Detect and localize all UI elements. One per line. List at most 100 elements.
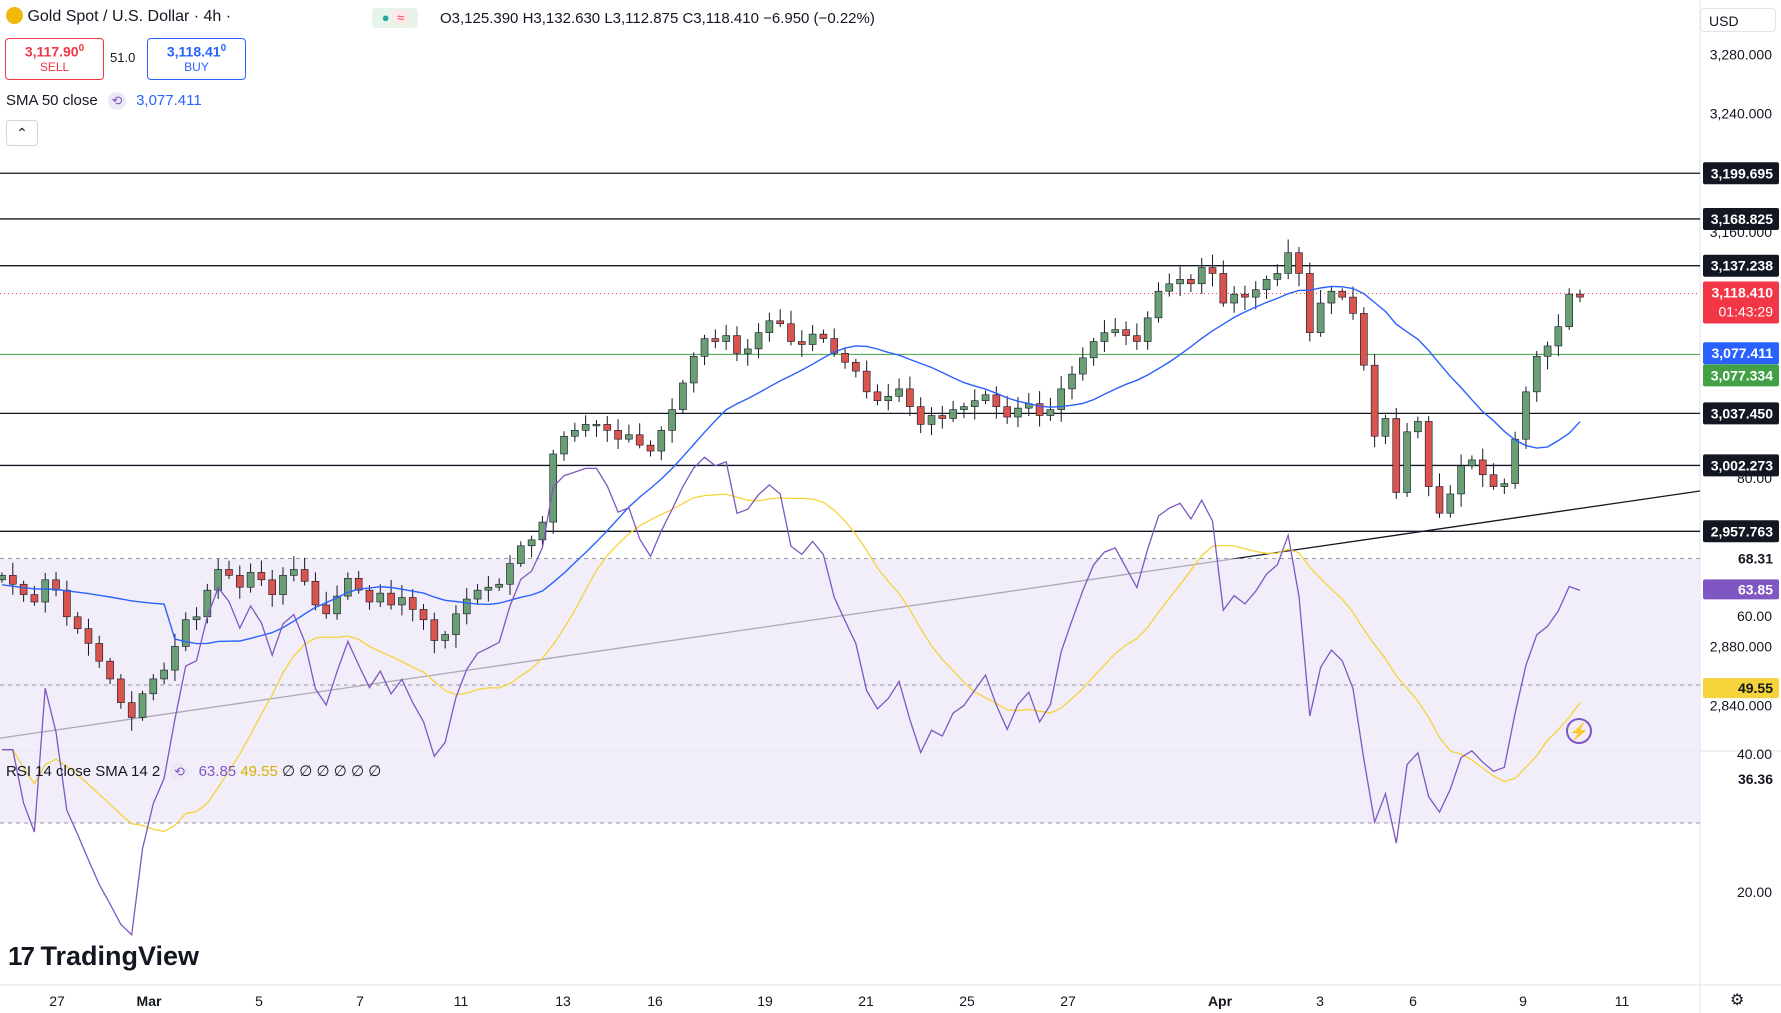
candle-body [9,575,17,585]
candle-body [1273,273,1282,280]
level-tag-1-text: 3,168.825 [1711,211,1773,227]
level-tag-1: 3,168.825 [1703,207,1779,230]
refresh-icon[interactable]: ⟲ [107,92,126,110]
collapse-legend-button[interactable]: ⌃ [6,120,38,146]
candle [743,338,752,366]
candle-body [1111,329,1120,333]
symbol-header[interactable]: Gold Spot / U.S. Dollar · 4h · [6,7,231,26]
candle [1230,286,1238,313]
sell-button[interactable]: 3,117.900 SELL [5,38,104,80]
rsi-legend[interactable]: RSI 14 close SMA 14 2 ⟲ 63.85 49.55 ∅ ∅ … [6,762,381,781]
currency-selector[interactable]: USD [1700,8,1776,32]
lightning-alert-icon[interactable]: ⚡ [1566,718,1592,744]
candle [592,420,601,437]
candle-body [290,569,298,576]
candle-body [1392,418,1401,493]
rsi-tick-1: 60.00 [1737,608,1772,624]
candle-body [906,388,914,407]
candle [41,572,50,613]
rsi-tick-3: 20.00 [1737,884,1772,900]
rsi-refresh-icon[interactable]: ⟲ [170,763,189,781]
candle [192,607,201,630]
candle-body [960,406,968,410]
buy-price: 3,118.41 [166,43,221,60]
candle-body [830,338,839,354]
candle-body [506,563,514,585]
candle-body [743,348,752,354]
settings-gear-icon[interactable]: ⚙ [1730,992,1745,1009]
candle [992,386,1001,419]
candle [668,398,676,443]
candle-body [452,613,460,635]
rsi-tag-1-bg [1703,579,1779,600]
candle-body [95,643,104,662]
candle-body [592,424,601,427]
candle [279,567,287,605]
candle-body [1305,273,1314,333]
candle-body [462,598,471,615]
candle [344,572,352,600]
candle [1554,314,1563,357]
candle [1360,307,1368,371]
candle-body [149,678,158,695]
candle [257,560,266,586]
candle-body [571,430,579,437]
candle-body [1478,459,1487,476]
level-tag-0: 3,199.695 [1703,162,1779,185]
candle [711,329,720,349]
candle [1543,341,1552,370]
candle-body [733,335,741,354]
candle [1262,275,1271,300]
candle-body [873,391,882,402]
candle-body [117,678,125,703]
level-tag-2-bg [1703,254,1779,277]
candle-body [949,409,957,419]
candle-body [1154,290,1163,319]
candle [1035,391,1044,427]
time-tick-3: 7 [356,993,364,1009]
rsi-sma-line [2,493,1581,833]
price-tick-0: 3,280.000 [1710,46,1772,62]
time-tick-14: 9 [1519,993,1527,1009]
spread-value: 51.0 [110,50,136,65]
candle-body [41,579,50,603]
ohlc-high: H3,132.630 [522,10,601,27]
candle [1295,246,1303,287]
candle [1089,337,1098,366]
tradingview-logo[interactable]: 17 TradingView [8,941,199,972]
sma-legend[interactable]: SMA 50 close ⟲ 3,077.411 [6,92,202,110]
candle [1316,289,1325,337]
candle-body [765,320,774,333]
candle [852,358,860,378]
candle [798,330,806,357]
candle [84,618,93,656]
candle [927,407,936,436]
level-tag-0-bg [1703,162,1779,185]
candle [311,572,320,611]
candle-body [1424,421,1433,487]
candle-body [1576,293,1584,298]
candle-body [927,415,936,425]
candle-body [376,592,385,603]
candle [1100,320,1109,352]
candle [1457,454,1465,507]
ohlc-close: C3,118.410 [682,10,759,27]
timeframe-label: · 4h · [193,8,232,25]
candle-body [235,575,244,588]
rsi-value: 63.85 [198,763,237,780]
candle [1424,416,1433,497]
candle-body [1435,486,1444,514]
time-tick-2: 5 [255,993,263,1009]
candle [841,348,849,369]
candle [571,422,579,442]
candle-body [1241,293,1249,298]
candle-body [1500,483,1509,487]
candle [1349,286,1357,320]
buy-button[interactable]: 3,118.410 BUY [147,38,246,80]
candle [1284,239,1292,280]
candle-body [225,569,233,576]
market-status-badge[interactable]: ● ≈ [372,8,418,28]
candle [484,575,493,602]
candle [1522,386,1530,449]
